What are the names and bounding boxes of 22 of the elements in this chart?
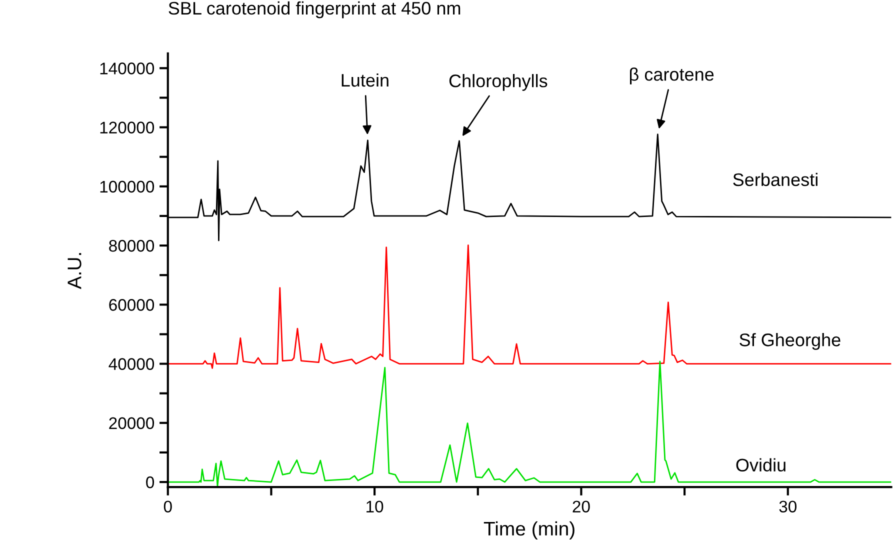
y-tick-label: 0 (146, 476, 154, 488)
y-tick-label: 100000 (100, 180, 154, 193)
y-tick-label: 140000 (100, 62, 154, 74)
y-tick-label: 20000 (109, 417, 154, 430)
y-tick-label: 80000 (109, 240, 154, 252)
x-tick-label: 30 (779, 500, 796, 512)
line-series (168, 244, 892, 369)
x-tick-label: 10 (366, 500, 384, 512)
x-tick-label: 20 (572, 500, 590, 512)
annotation: Chlorophylls (449, 74, 548, 91)
series-label: Ovidiu (736, 458, 786, 472)
y-axis-title: A.U. (68, 253, 82, 290)
x-axis-title: Time (min) (484, 521, 574, 540)
series-label: Serbanesti (733, 172, 818, 186)
y-tick-label: 120000 (100, 122, 154, 134)
y-tick-label: 40000 (108, 358, 154, 370)
y-tick-label: 60000 (109, 299, 154, 311)
chart-title: SBL carotenoid fingerprint at 450 nm (168, 1, 460, 18)
x-tick-label: 0 (164, 500, 172, 512)
series-label: Sf Gheorghe (740, 333, 840, 350)
annotation: Lutein (342, 73, 388, 87)
annotation: β carotene (630, 68, 714, 84)
